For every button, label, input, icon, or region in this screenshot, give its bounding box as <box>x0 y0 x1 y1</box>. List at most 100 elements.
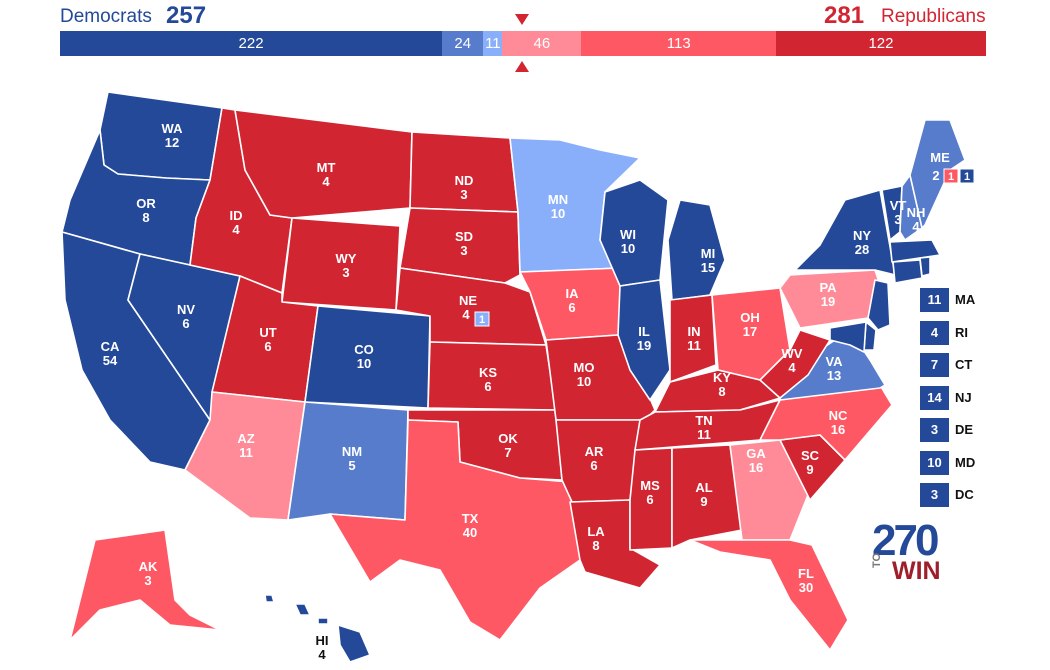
bar-segment-likely-dem[interactable]: 24 <box>442 31 484 56</box>
state-votes-HI: 4 <box>318 647 326 662</box>
state-votes-ME: 2 <box>932 168 939 183</box>
state-label-WI: WI <box>620 227 636 242</box>
state-MD[interactable] <box>829 321 867 353</box>
logo-to: TO <box>871 552 883 568</box>
state-votes-AK: 3 <box>144 573 151 588</box>
state-label-NE: NE <box>459 293 477 308</box>
state-AL[interactable] <box>671 444 743 549</box>
state-label-WV: WV <box>782 346 803 361</box>
state-votes-NY: 28 <box>855 242 869 257</box>
state-NH[interactable] <box>899 174 923 241</box>
state-TX[interactable] <box>329 419 581 641</box>
state-IL[interactable] <box>617 279 671 401</box>
state-WA[interactable] <box>99 91 223 181</box>
state-RI[interactable] <box>919 256 931 277</box>
state-label-IN: IN <box>688 324 701 339</box>
state-AK[interactable] <box>69 529 221 641</box>
bar-segment-lean-dem[interactable]: 11 <box>483 31 503 56</box>
state-label-NV: NV <box>177 302 195 317</box>
state-label-WY: WY <box>336 251 357 266</box>
state-MA[interactable] <box>889 239 941 263</box>
small-state-votes[interactable]: 10 <box>920 450 949 475</box>
state-votes-AL: 9 <box>700 494 707 509</box>
state-label-LA: LA <box>587 524 605 539</box>
state-label-MI: MI <box>701 246 715 261</box>
state-label-CO: CO <box>354 342 374 357</box>
electoral-vote-bar: 222 24 11 46 113 122 <box>60 31 986 56</box>
state-label-MO: MO <box>574 360 595 375</box>
small-state-name: RI <box>955 324 968 340</box>
state-label-OR: OR <box>136 196 156 211</box>
small-state-name: CT <box>955 357 973 372</box>
state-CT[interactable] <box>892 259 923 284</box>
state-votes-NE: 4 <box>462 307 470 322</box>
small-state-votes[interactable]: 3 <box>920 483 949 507</box>
state-label-NM: NM <box>342 444 362 459</box>
state-votes-MN: 10 <box>551 206 565 221</box>
state-label-PA: PA <box>819 280 837 295</box>
state-NJ[interactable] <box>867 279 891 331</box>
state-SD[interactable] <box>399 207 521 284</box>
district-ME-2[interactable] <box>943 168 959 184</box>
republicans-total: 281 <box>824 2 865 29</box>
democrats-total: 257 <box>166 2 207 29</box>
logo-number: 270 <box>872 516 939 565</box>
state-ME[interactable] <box>909 119 966 229</box>
state-label-AZ: AZ <box>237 431 254 446</box>
state-FL[interactable] <box>689 539 849 651</box>
state-label-MS: MS <box>640 478 660 493</box>
state-label-SC: SC <box>801 448 820 463</box>
state-label-NH: NH <box>907 205 926 220</box>
state-AR[interactable] <box>555 419 641 503</box>
state-label-HI: HI <box>316 633 329 648</box>
small-state-name: DE <box>955 422 974 437</box>
state-votes-KY: 8 <box>718 384 725 399</box>
small-state-name: DC <box>955 487 974 502</box>
bar-segment-likely-rep[interactable]: 113 <box>581 31 776 56</box>
state-label-NY: NY <box>853 228 871 243</box>
state-MI[interactable] <box>667 199 726 301</box>
state-votes-MS: 6 <box>646 492 653 507</box>
district-NE-2-votes: 1 <box>479 314 485 326</box>
state-votes-CO: 10 <box>357 356 371 371</box>
small-state-votes[interactable]: 7 <box>920 353 949 377</box>
district-ME-1[interactable] <box>959 168 975 184</box>
state-label-NC: NC <box>829 408 848 423</box>
bar-segment-safe-rep[interactable]: 122 <box>775 31 986 56</box>
state-votes-ND: 3 <box>460 187 467 202</box>
state-label-ID: ID <box>230 208 243 223</box>
state-label-AL: AL <box>695 480 712 495</box>
state-label-VA: VA <box>825 354 843 369</box>
district-NE-2[interactable] <box>474 311 490 327</box>
logo-win: WIN <box>892 557 941 585</box>
state-HI[interactable] <box>264 594 371 663</box>
state-votes-TX: 40 <box>463 525 477 540</box>
state-label-TN: TN <box>695 413 712 428</box>
bar-segment-tilt-rep[interactable]: 46 <box>502 31 582 56</box>
small-state-votes[interactable]: 4 <box>920 320 949 345</box>
270towin-logo[interactable]: 270 TO WIN <box>871 516 952 585</box>
small-state-votes[interactable]: 14 <box>920 385 949 410</box>
bar-segment-safe-dem[interactable]: 222 <box>60 31 443 56</box>
state-label-ND: ND <box>455 173 474 188</box>
state-votes-SD: 3 <box>460 243 467 258</box>
small-state-votes[interactable]: 11 <box>920 288 949 312</box>
state-votes-FL: 30 <box>799 580 813 595</box>
state-GA[interactable] <box>729 439 811 541</box>
state-MS[interactable] <box>629 447 673 551</box>
state-votes-CA: 54 <box>103 353 118 368</box>
state-NY[interactable] <box>794 189 896 276</box>
state-votes-ID: 4 <box>232 222 240 237</box>
state-label-IA: IA <box>566 286 580 301</box>
state-votes-PA: 19 <box>821 294 835 309</box>
state-label-SD: SD <box>455 229 473 244</box>
state-IN[interactable] <box>669 294 717 383</box>
state-votes-MT: 4 <box>322 174 330 189</box>
state-votes-MI: 15 <box>701 260 715 275</box>
small-state-votes[interactable]: 3 <box>920 418 949 442</box>
state-label-ME: ME <box>930 150 950 165</box>
state-label-KY: KY <box>713 370 731 385</box>
state-votes-IN: 11 <box>687 338 701 353</box>
state-label-AK: AK <box>139 559 158 574</box>
small-state-name: MA <box>955 292 976 307</box>
